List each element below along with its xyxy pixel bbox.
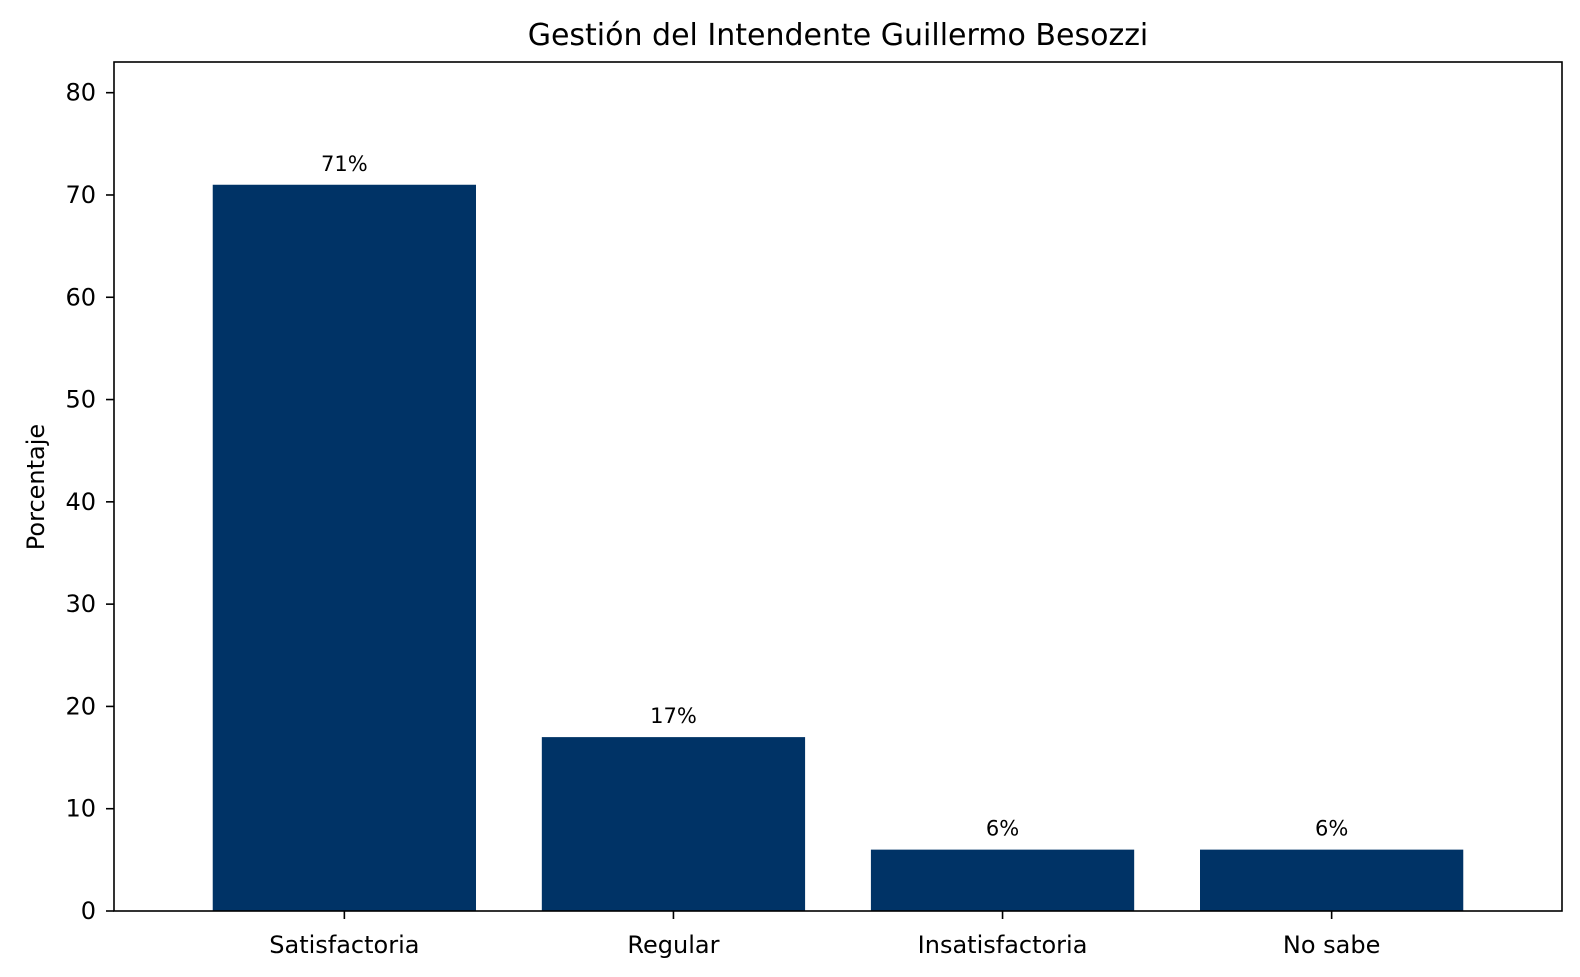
x-tick-label: Regular xyxy=(627,931,719,959)
y-tick-label: 50 xyxy=(65,386,96,414)
y-axis-label: Porcentaje xyxy=(22,424,50,550)
bar-regular xyxy=(541,737,806,911)
y-tick-label: 70 xyxy=(65,181,96,209)
y-tick-label: 80 xyxy=(65,79,96,107)
data-label: 17% xyxy=(650,704,697,728)
y-tick-label: 30 xyxy=(65,590,96,618)
plot-frame xyxy=(113,61,1563,912)
y-tick-label: 60 xyxy=(65,283,96,311)
x-tick-label: No sabe xyxy=(1283,931,1380,959)
x-tick-label: Insatisfactoria xyxy=(918,931,1088,959)
bar-satisfactoria xyxy=(212,184,477,911)
data-label: 6% xyxy=(1315,817,1348,841)
data-label: 6% xyxy=(986,817,1019,841)
y-tick-label: 20 xyxy=(65,692,96,720)
data-label: 71% xyxy=(321,152,368,176)
chart-title: Gestión del Intendente Guillermo Besozzi xyxy=(528,18,1149,53)
plot-area: 71% Satisfactoria 17% Regular 6% Insatisfacto… xyxy=(65,79,1464,959)
y-tick-label: 0 xyxy=(81,897,96,925)
x-tick-label: Satisfactoria xyxy=(269,931,419,959)
bar-no-sabe xyxy=(1200,849,1464,911)
y-tick-label: 40 xyxy=(65,488,96,516)
y-tick-label: 10 xyxy=(65,795,96,823)
bar-insatisfactoria xyxy=(870,849,1135,911)
